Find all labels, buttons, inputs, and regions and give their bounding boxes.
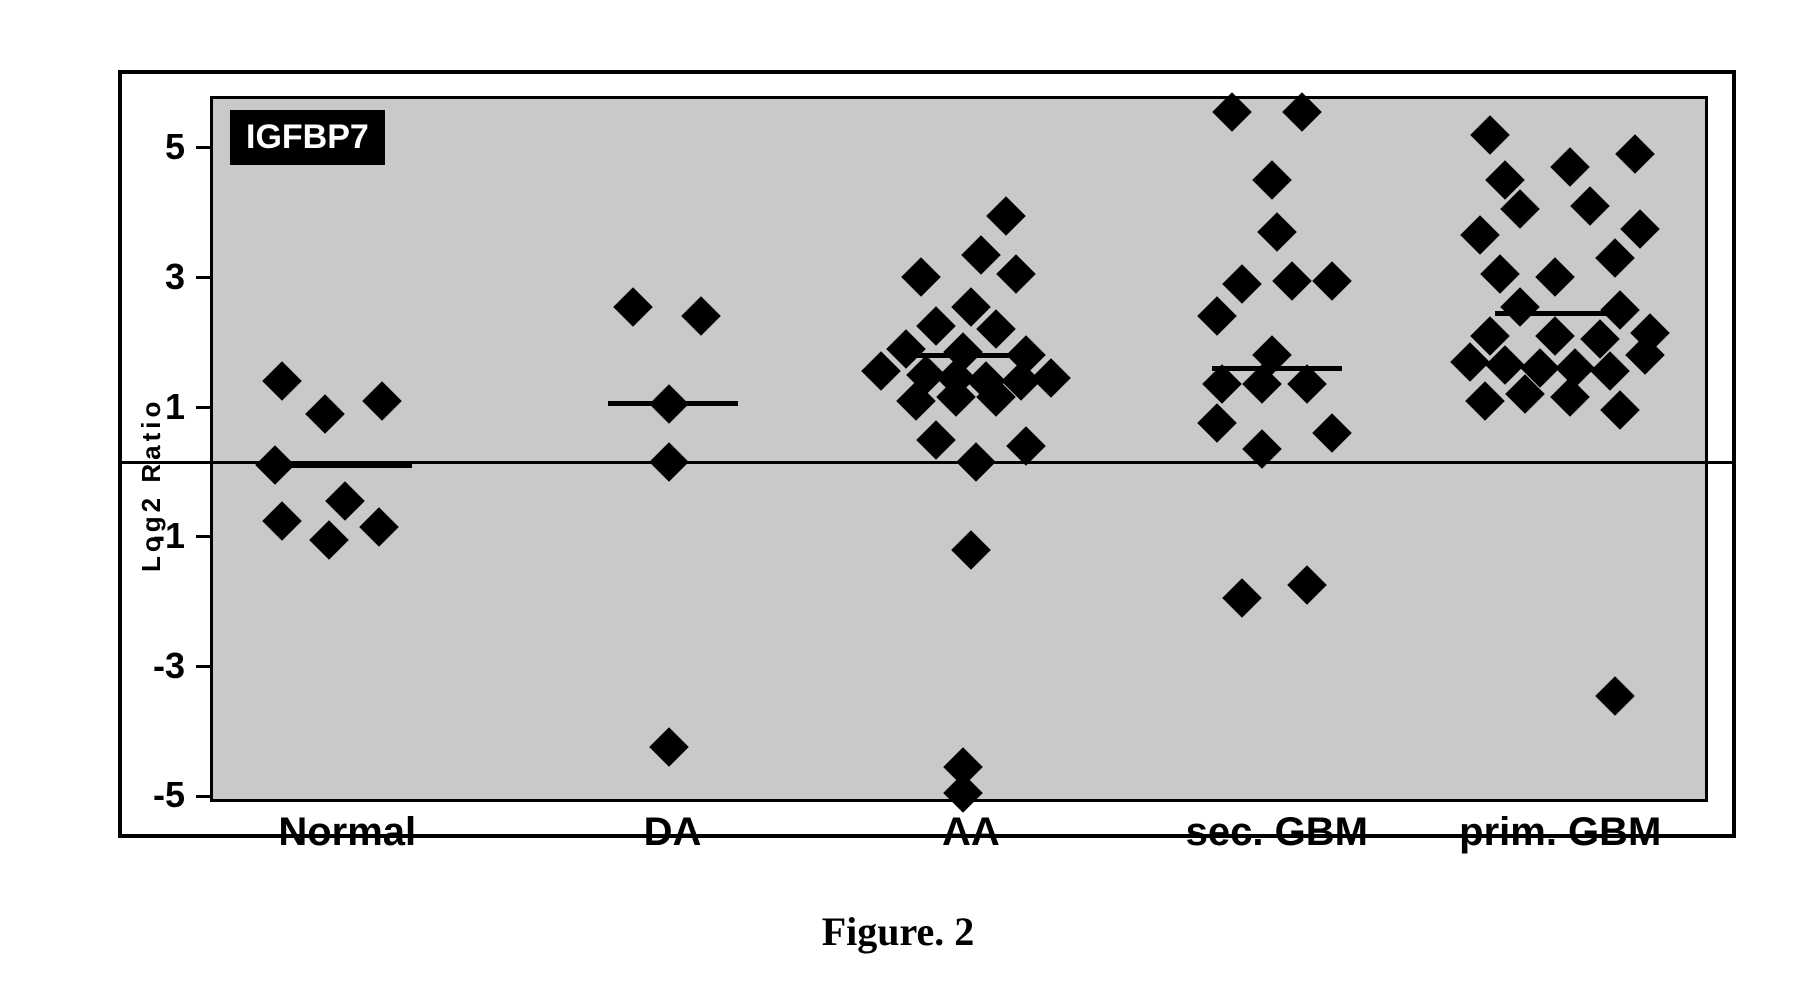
x-category-label: AA <box>942 810 1000 855</box>
y-tick-label: 3 <box>130 256 185 298</box>
x-category-label: sec. GBM <box>1186 810 1368 855</box>
y-tick <box>196 406 210 409</box>
figure-wrap: IGFBP7 Log2 Ratio -5-3-1135NormalDAAAsec… <box>0 0 1796 983</box>
y-tick <box>196 276 210 279</box>
y-tick-label: 5 <box>130 126 185 168</box>
y-tick-label: -5 <box>130 774 185 816</box>
x-category-label: Normal <box>278 810 416 855</box>
y-tick <box>196 535 210 538</box>
x-category-label: DA <box>644 810 702 855</box>
y-tick-label: -1 <box>130 515 185 557</box>
x-category-label: prim. GBM <box>1459 810 1661 855</box>
median-bar <box>282 463 412 468</box>
y-tick-label: 1 <box>130 386 185 428</box>
chart-title-text: IGFBP7 <box>246 118 369 156</box>
figure-caption: Figure. 2 <box>822 908 975 955</box>
y-tick <box>196 795 210 798</box>
y-tick <box>196 665 210 668</box>
y-tick <box>196 146 210 149</box>
plot-area <box>210 96 1708 802</box>
chart-title-badge: IGFBP7 <box>230 110 385 165</box>
y-tick-label: -3 <box>130 645 185 687</box>
